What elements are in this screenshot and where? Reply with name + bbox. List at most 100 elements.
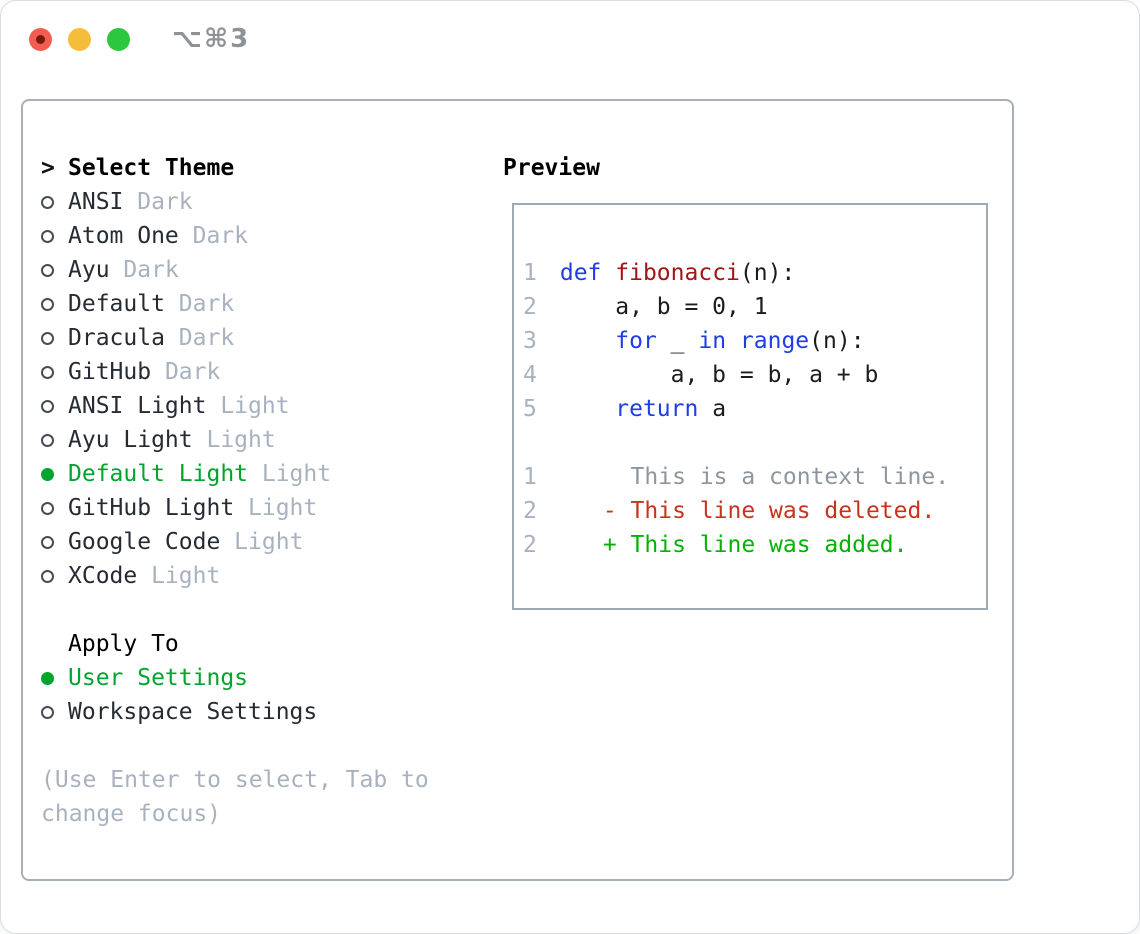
theme-option[interactable]: Default Light Light — [41, 457, 503, 491]
code-line: 1 def fibonacci(n): — [523, 256, 986, 290]
theme-option-name: GitHub — [68, 359, 152, 385]
theme-option[interactable]: ANSI Light Light — [41, 389, 503, 423]
diff-line-context: 1 This is a context line. — [523, 460, 986, 494]
code-token: (n): — [739, 260, 796, 286]
theme-option-name: Ayu — [68, 257, 110, 283]
theme-option-name: Dracula — [68, 325, 165, 351]
theme-option-variant: Light — [192, 427, 276, 453]
theme-option-variant: Light — [234, 495, 318, 521]
line-number: 1 — [523, 260, 537, 286]
theme-option[interactable]: Google Code Light — [41, 525, 503, 559]
radio-unselected-icon — [41, 297, 54, 311]
theme-list-header-row: > Select Theme — [41, 151, 503, 185]
theme-option[interactable]: ANSI Dark — [41, 185, 503, 219]
theme-option-variant: Light — [206, 393, 290, 419]
code-line: 5 return a — [523, 392, 986, 426]
radio-unselected-icon — [41, 195, 54, 209]
theme-option[interactable]: Default Dark — [41, 287, 503, 321]
radio-unselected-icon — [41, 263, 54, 277]
prompt-icon: > — [41, 155, 55, 181]
radio-unselected-icon — [41, 705, 54, 719]
apply-to-option-label: User Settings — [68, 665, 249, 691]
line-number: 5 — [523, 396, 537, 422]
code-text: a, b = b, a + b — [560, 362, 879, 388]
line-number: 3 — [523, 328, 537, 354]
code-text: a, b = 0, 1 — [559, 294, 768, 320]
theme-list-title: Select Theme — [68, 155, 235, 181]
code-token: a, b = b, a + b — [559, 362, 879, 388]
theme-option[interactable]: Ayu Dark — [41, 253, 503, 287]
apply-to-title: Apply To — [68, 631, 179, 657]
theme-option[interactable]: Ayu Light Light — [41, 423, 503, 457]
theme-option-name: Ayu Light — [68, 427, 193, 453]
code-token — [560, 328, 615, 354]
theme-option[interactable]: GitHub Dark — [41, 355, 503, 389]
radio-selected-icon — [41, 467, 54, 481]
diff-line-added: 2 + This line was added. — [523, 528, 986, 562]
theme-option[interactable]: Dracula Dark — [41, 321, 503, 355]
spacer — [41, 593, 503, 627]
theme-option-name: Google Code — [68, 529, 221, 555]
apply-to-option[interactable]: User Settings — [41, 661, 503, 695]
code-token: in — [698, 328, 727, 354]
radio-unselected-icon — [41, 535, 54, 549]
theme-option-variant: Dark — [123, 189, 193, 215]
minimize-window-icon[interactable] — [68, 27, 91, 51]
code-token — [726, 328, 740, 354]
code-token: for — [615, 328, 657, 354]
preview-title: Preview — [503, 155, 600, 181]
radio-unselected-icon — [41, 399, 54, 413]
code-token: fibonacci — [615, 260, 740, 286]
code-token: def — [559, 260, 602, 286]
theme-option[interactable]: Atom One Dark — [41, 219, 503, 253]
diff-text: - This line was deleted. — [602, 498, 936, 524]
theme-list: ANSI Dark Atom One Dark Ayu Dark Default Da… — [41, 185, 503, 593]
apply-to-list: User Settings Workspace Settings — [41, 661, 503, 729]
apply-to-option[interactable]: Workspace Settings — [41, 695, 503, 729]
code-token — [601, 260, 615, 286]
theme-option-variant: Dark — [151, 359, 221, 385]
theme-option-variant: Light — [137, 563, 221, 589]
titlebar: ⌥⌘3 — [29, 24, 251, 54]
theme-option-variant: Dark — [164, 325, 235, 351]
window-title: ⌥⌘3 — [172, 24, 251, 54]
code-token: a, b = 0, 1 — [559, 294, 768, 320]
code-line: 3 for _ in range(n): — [523, 324, 986, 358]
diff-text: This is a context line. — [602, 464, 950, 490]
radio-unselected-icon — [41, 331, 54, 345]
theme-option-name: XCode — [68, 563, 138, 589]
preview-box: 1 def fibonacci(n): 2 a, b = 0, 1 3 for _ i… — [512, 203, 988, 610]
main-panel: > Select Theme ANSI Dark Atom One Dark Ayu… — [21, 99, 1014, 881]
preview-column: Preview 1 def fibonacci(n): 2 a, b = 0, 1 3… — [503, 151, 1003, 879]
code-token: _ — [656, 328, 699, 354]
zoom-window-icon[interactable] — [107, 27, 130, 51]
theme-option[interactable]: GitHub Light Light — [41, 491, 503, 525]
radio-unselected-icon — [41, 229, 54, 243]
theme-option-name: ANSI Light — [68, 393, 207, 419]
diff-line-deleted: 2 - This line was deleted. — [523, 494, 986, 528]
code-token — [560, 396, 615, 422]
code-block: 1 def fibonacci(n): 2 a, b = 0, 1 3 for _ i… — [523, 256, 986, 426]
close-window-icon[interactable] — [29, 27, 52, 51]
theme-option-name: Default Light — [68, 461, 249, 487]
line-number: 1 — [523, 464, 537, 490]
diff-block: 1 This is a context line. 2 - This line wa… — [523, 460, 986, 562]
line-number: 2 — [523, 294, 537, 320]
theme-option-variant: Dark — [178, 223, 249, 249]
theme-option-variant: Dark — [109, 257, 179, 283]
spacer — [523, 426, 986, 460]
apply-to-header-row: Apply To — [41, 627, 503, 661]
theme-option[interactable]: XCode Light — [41, 559, 503, 593]
code-token: range — [739, 328, 810, 354]
theme-option-variant: Light — [248, 461, 332, 487]
code-token: a — [698, 396, 727, 422]
code-text: def fibonacci(n): — [560, 260, 795, 286]
theme-option-name: Atom One — [68, 223, 179, 249]
theme-option-name: Default — [68, 291, 165, 317]
theme-option-name: ANSI — [68, 189, 124, 215]
preview-header-row: Preview — [503, 151, 1003, 185]
help-text: (Use Enter to select, Tab to change focu… — [41, 767, 429, 827]
apply-to-option-label: Workspace Settings — [68, 699, 318, 725]
theme-selector-column: > Select Theme ANSI Dark Atom One Dark Ayu… — [41, 151, 503, 879]
